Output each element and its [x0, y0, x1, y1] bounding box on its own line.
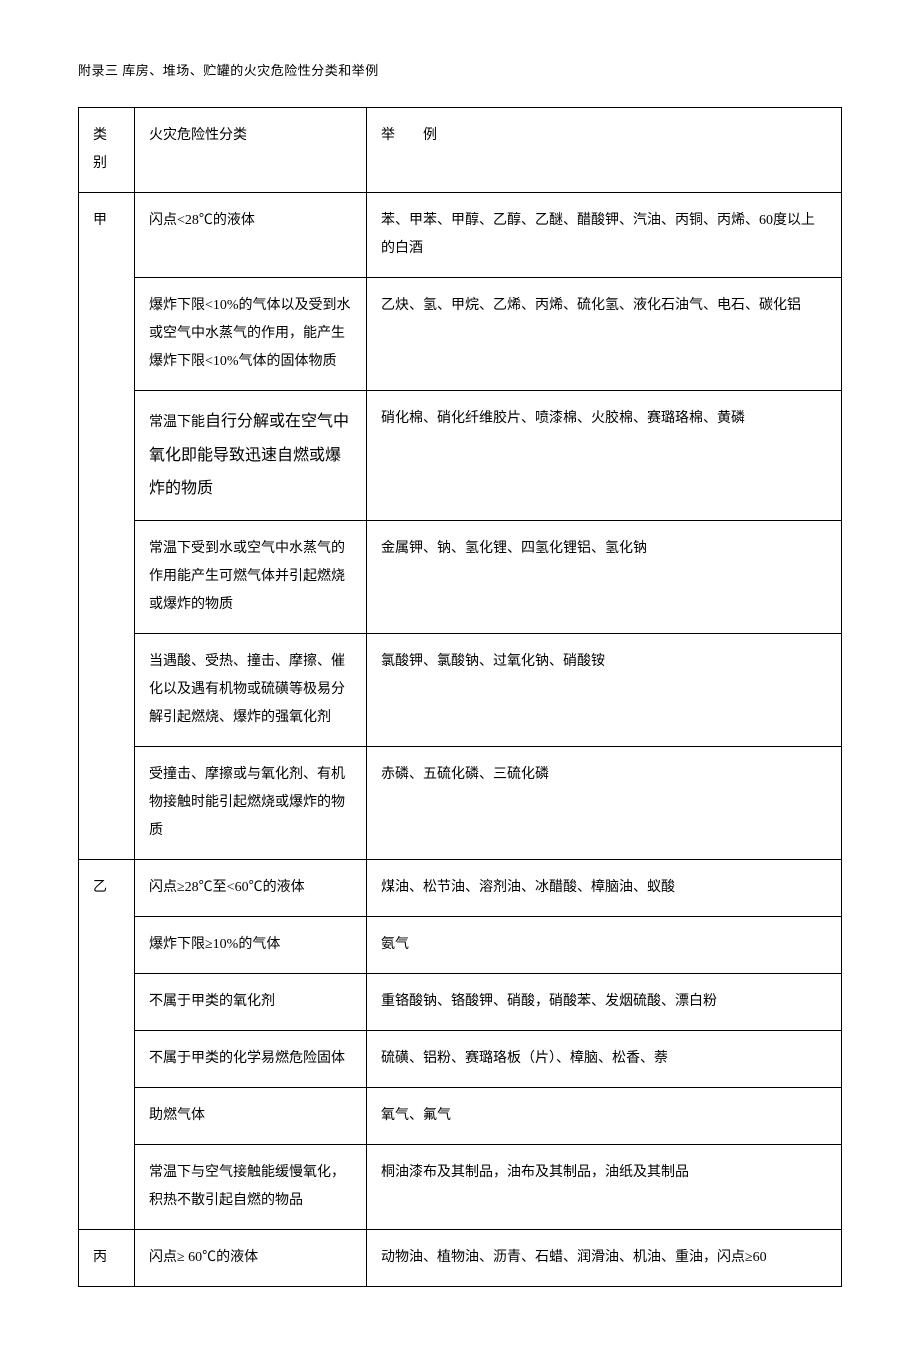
- table-row: 爆炸下限≥10%的气体 氨气: [79, 916, 842, 973]
- example-header-gap: [395, 128, 423, 143]
- col-header-classification: 火灾危险性分类: [135, 108, 367, 193]
- example-header-prefix: 举: [381, 128, 395, 143]
- example-cell: 赤磷、五硫化磷、三硫化磷: [367, 746, 842, 859]
- classification-cell: 爆炸下限<10%的气体以及受到水或空气中水蒸气的作用，能产生爆炸下限<10%气体…: [135, 278, 367, 391]
- classification-cell: 闪点≥ 60℃的液体: [135, 1229, 367, 1286]
- table-row: 乙 闪点≥28℃至<60℃的液体 煤油、松节油、溶剂油、冰醋酸、樟脑油、蚁酸: [79, 859, 842, 916]
- classification-prefix: 常温下能: [149, 415, 205, 430]
- example-header-suffix: 例: [423, 128, 437, 143]
- table-row: 当遇酸、受热、撞击、摩擦、催化以及遇有机物或硫磺等极易分解引起燃烧、爆炸的强氧化…: [79, 633, 842, 746]
- classification-cell: 爆炸下限≥10%的气体: [135, 916, 367, 973]
- col-header-example: 举 例: [367, 108, 842, 193]
- example-cell: 硫磺、铝粉、赛璐珞板（片）、樟脑、松香、萘: [367, 1030, 842, 1087]
- table-row: 不属于甲类的化学易燃危险固体 硫磺、铝粉、赛璐珞板（片）、樟脑、松香、萘: [79, 1030, 842, 1087]
- table-row: 常温下受到水或空气中水蒸气的作用能产生可燃气体并引起燃烧或爆炸的物质 金属钾、钠…: [79, 520, 842, 633]
- col-header-category: 类别: [79, 108, 135, 193]
- classification-cell: 闪点≥28℃至<60℃的液体: [135, 859, 367, 916]
- classification-cell: 不属于甲类的氧化剂: [135, 973, 367, 1030]
- classification-cell: 助燃气体: [135, 1087, 367, 1144]
- example-cell: 氧气、氟气: [367, 1087, 842, 1144]
- table-row: 不属于甲类的氧化剂 重铬酸钠、铬酸钾、硝酸，硝酸苯、发烟硫酸、漂白粉: [79, 973, 842, 1030]
- appendix-title: 附录三 库房、堆场、贮罐的火灾危险性分类和举例: [78, 60, 842, 79]
- category-cell-yi: 乙: [79, 859, 135, 1229]
- table-header-row: 类别 火灾危险性分类 举 例: [79, 108, 842, 193]
- fire-hazard-table: 类别 火灾危险性分类 举 例 甲 闪点<28℃的液体 苯、甲苯、甲醇、乙醇、乙醚…: [78, 107, 842, 1287]
- classification-cell: 常温下能自行分解或在空气中氧化即能导致迅速自燃或爆炸的物质: [135, 391, 367, 521]
- classification-cell: 闪点<28℃的液体: [135, 193, 367, 278]
- example-cell: 重铬酸钠、铬酸钾、硝酸，硝酸苯、发烟硫酸、漂白粉: [367, 973, 842, 1030]
- example-cell: 硝化棉、硝化纤维胶片、喷漆棉、火胶棉、赛璐珞棉、黄磷: [367, 391, 842, 521]
- example-cell: 金属钾、钠、氢化锂、四氢化锂铝、氢化钠: [367, 520, 842, 633]
- table-row: 受撞击、摩擦或与氧化剂、有机物接触时能引起燃烧或爆炸的物质 赤磷、五硫化磷、三硫…: [79, 746, 842, 859]
- classification-cell: 常温下受到水或空气中水蒸气的作用能产生可燃气体并引起燃烧或爆炸的物质: [135, 520, 367, 633]
- table-row: 常温下能自行分解或在空气中氧化即能导致迅速自燃或爆炸的物质 硝化棉、硝化纤维胶片…: [79, 391, 842, 521]
- table-row: 丙 闪点≥ 60℃的液体 动物油、植物油、沥青、石蜡、润滑油、机油、重油，闪点≥…: [79, 1229, 842, 1286]
- example-cell: 苯、甲苯、甲醇、乙醇、乙醚、醋酸钾、汽油、丙铜、丙烯、60度以上的白酒: [367, 193, 842, 278]
- classification-cell: 当遇酸、受热、撞击、摩擦、催化以及遇有机物或硫磺等极易分解引起燃烧、爆炸的强氧化…: [135, 633, 367, 746]
- category-cell-bing: 丙: [79, 1229, 135, 1286]
- example-cell: 动物油、植物油、沥青、石蜡、润滑油、机油、重油，闪点≥60: [367, 1229, 842, 1286]
- example-cell: 氯酸钾、氯酸钠、过氧化钠、硝酸铵: [367, 633, 842, 746]
- example-cell: 煤油、松节油、溶剂油、冰醋酸、樟脑油、蚁酸: [367, 859, 842, 916]
- table-row: 助燃气体 氧气、氟气: [79, 1087, 842, 1144]
- example-cell: 乙炔、氢、甲烷、乙烯、丙烯、硫化氢、液化石油气、电石、碳化铝: [367, 278, 842, 391]
- example-cell: 桐油漆布及其制品，油布及其制品，油纸及其制品: [367, 1144, 842, 1229]
- classification-cell: 受撞击、摩擦或与氧化剂、有机物接触时能引起燃烧或爆炸的物质: [135, 746, 367, 859]
- classification-cell: 不属于甲类的化学易燃危险固体: [135, 1030, 367, 1087]
- classification-cell: 常温下与空气接触能缓慢氧化，积热不散引起自燃的物品: [135, 1144, 367, 1229]
- example-cell: 氨气: [367, 916, 842, 973]
- table-row: 爆炸下限<10%的气体以及受到水或空气中水蒸气的作用，能产生爆炸下限<10%气体…: [79, 278, 842, 391]
- table-row: 常温下与空气接触能缓慢氧化，积热不散引起自燃的物品 桐油漆布及其制品，油布及其制…: [79, 1144, 842, 1229]
- category-cell-jia: 甲: [79, 193, 135, 860]
- document-page: 附录三 库房、堆场、贮罐的火灾危险性分类和举例 类别 火灾危险性分类 举 例 甲…: [0, 0, 920, 1347]
- table-row: 甲 闪点<28℃的液体 苯、甲苯、甲醇、乙醇、乙醚、醋酸钾、汽油、丙铜、丙烯、6…: [79, 193, 842, 278]
